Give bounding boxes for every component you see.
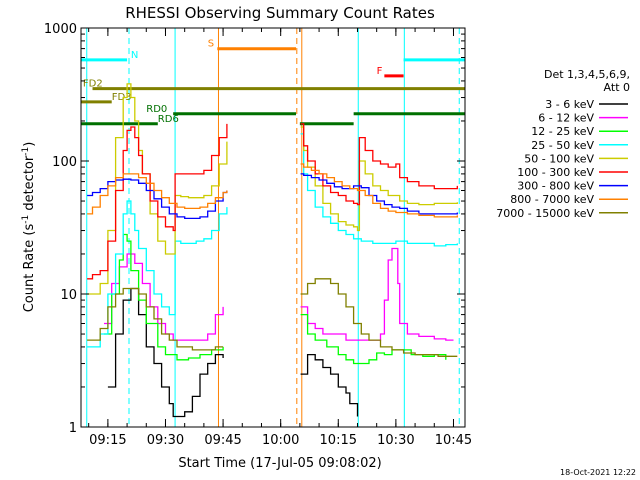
series-line-8-0 [87,287,224,351]
series-line-5-0 [87,123,228,280]
series-line-6-1 [300,173,458,215]
legend-header-line2: Att 0 [604,81,630,94]
legend-label-0: 3 - 6 keV [545,98,594,111]
series-line-3-1 [300,133,458,247]
x-tick-label-5: 10:30 [377,433,414,448]
y-tick-label-3: 1000 [44,22,77,37]
y-tick-label-1: 10 [60,288,77,303]
generation-timestamp: 18-Oct-2021 12:22 [560,468,636,477]
state-bar-label-7: RD6 [158,114,179,125]
state-bar-label-0: N [131,50,138,61]
state-bar-label-1: S [208,39,214,50]
y-axis-label-end: ) [22,142,37,147]
legend-label-3: 25 - 50 keV [531,139,594,152]
x-axis: 09:15 09:30 09:45 10:00 10:15 10:30 10:45 [88,28,472,448]
series-line-6-0 [87,178,228,220]
x-tick-label-3: 10:00 [262,433,299,448]
series-line-2-0 [104,233,224,361]
y-axis-label-sup1: -1 [21,215,31,224]
state-bar-label-6: RD0 [146,104,167,115]
legend-label-4: 50 - 100 keV [524,152,594,165]
state-bar-label-5: FD3 [112,92,132,103]
series-line-3-0 [87,200,228,348]
x-tick-label-0: 09:15 [89,433,126,448]
y-tick-label-0: 1 [69,421,77,436]
attenuator-state-lines [86,28,460,427]
x-tick-label-6: 10:45 [435,433,472,448]
legend-header-line1: Det 1,3,4,5,6,9, [544,68,630,81]
series-line-8-1 [300,278,458,357]
legend-label-8: 7000 - 15000 keV [496,207,594,220]
x-tick-label-1: 09:30 [147,433,184,448]
state-bar-label-2: F [377,66,383,77]
y-tick-label-2: 100 [52,155,77,170]
legend-label-5: 100 - 300 keV [517,166,594,179]
x-tick-label-4: 10:15 [320,433,357,448]
plot-frame [80,27,466,428]
series-lines [87,83,458,418]
x-tick-label-2: 09:45 [204,433,241,448]
legend-label-2: 12 - 25 keV [531,125,594,138]
series-line-0-0 [107,287,224,418]
y-axis-label-sup2: -1 [21,147,31,156]
y-axis-label-main: Count Rate (s [22,224,37,313]
series-line-0-1 [300,353,359,417]
legend-label-6: 300 - 800 keV [517,180,594,193]
y-axis: 1 10 100 1000 [44,22,465,436]
y-axis-label: Count Rate (s-1 detector-1) [21,142,37,313]
legend-label-1: 6 - 12 keV [538,112,594,125]
legend-label-7: 800 - 7000 keV [510,193,594,206]
x-axis-label: Start Time (17-Jul-05 09:08:02) [178,456,381,471]
series-line-7-0 [87,173,228,215]
series-line-1-1 [300,247,454,341]
state-bar-label-4: FD2 [83,79,103,90]
series-line-1-0 [104,253,224,341]
series-line-7-1 [300,163,458,218]
chart-title: RHESSI Observing Summary Count Rates [125,4,435,22]
y-axis-label-mid: detector [22,155,37,215]
